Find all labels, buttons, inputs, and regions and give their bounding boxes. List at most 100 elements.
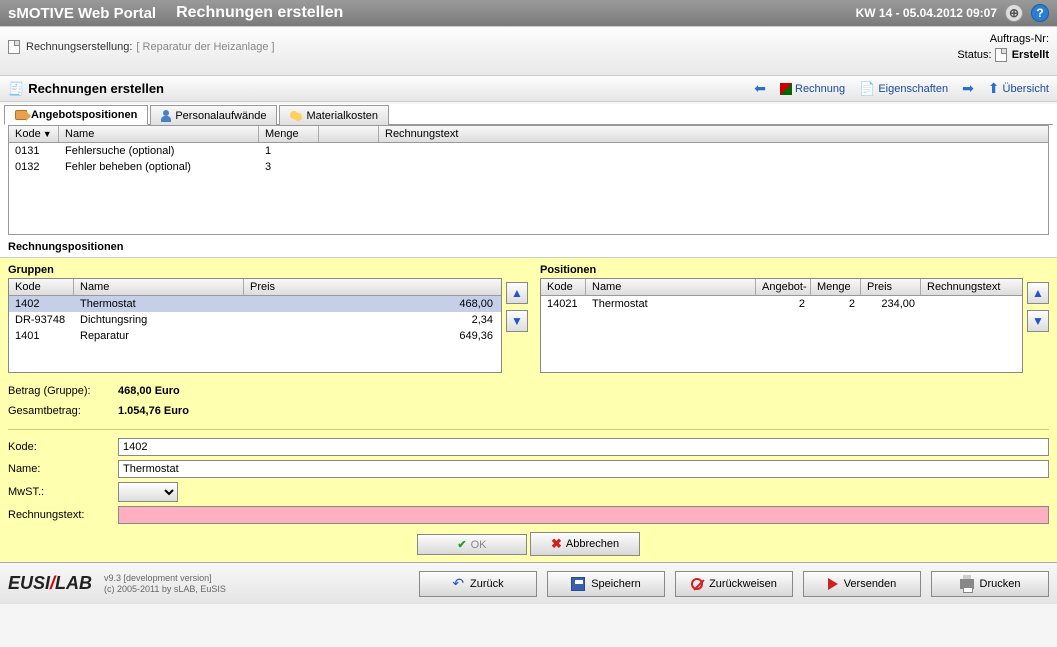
cell-kode: 1401 [9, 329, 74, 343]
total-amount-label: Gesamtbetrag: [8, 401, 118, 421]
cell-blank [319, 144, 379, 158]
help-icon[interactable]: ? [1031, 4, 1049, 22]
globe-icon[interactable]: ⊕ [1005, 4, 1023, 22]
col-blank[interactable] [319, 126, 379, 142]
action-invoice[interactable]: Rechnung [780, 83, 845, 95]
tab-material[interactable]: Materialkosten [279, 105, 389, 125]
triangle-up-icon: ▲ [1032, 286, 1044, 300]
cell-preis: 234,00 [861, 297, 921, 311]
arrow-up-icon: ⬆ [988, 80, 1000, 97]
back-button[interactable]: ↶Zurück [419, 571, 537, 597]
grp-col-kode[interactable]: Kode [9, 279, 74, 295]
grp-col-name[interactable]: Name [74, 279, 244, 295]
triangle-down-icon: ▼ [1032, 314, 1044, 328]
cell-angebot: 2 [756, 297, 811, 311]
group-move-up[interactable]: ▲ [506, 282, 528, 304]
form-text-input[interactable] [118, 506, 1049, 524]
form-name-input[interactable] [118, 460, 1049, 478]
footer-logo: EUSI/LAB [8, 573, 92, 594]
pos-col-preis[interactable]: Preis [861, 279, 921, 295]
arrow-right-icon: ➡ [962, 80, 974, 97]
nav-next[interactable]: ➡ [962, 80, 974, 97]
pos-move-down[interactable]: ▼ [1027, 310, 1049, 332]
document-icon [8, 40, 20, 54]
form-vat-label: MwST.: [8, 486, 118, 498]
gear-icon: 📄 [859, 81, 875, 97]
pos-col-kode[interactable]: Kode [541, 279, 586, 295]
grp-col-preis[interactable]: Preis [244, 279, 501, 295]
cell-menge: 2 [811, 297, 861, 311]
pos-col-menge[interactable]: Menge [811, 279, 861, 295]
pos-col-name[interactable]: Name [586, 279, 756, 295]
reject-button[interactable]: Zurückweisen [675, 571, 793, 597]
group-move-down[interactable]: ▼ [506, 310, 528, 332]
status-icon [995, 48, 1007, 62]
cell-blank [319, 160, 379, 174]
version-line2: (c) 2005-2011 by sLAB, EuSIS [104, 584, 226, 595]
tab-labor[interactable]: Personalaufwände [150, 105, 277, 125]
cell-kode: 0131 [9, 144, 59, 158]
nav-prev[interactable]: ⬅ [754, 80, 766, 97]
footer: EUSI/LAB v9.3 [development version] (c) … [0, 562, 1057, 604]
cell-preis: 2,34 [244, 313, 501, 327]
tab-offer-positions[interactable]: Angebotspositionen [4, 105, 148, 125]
reject-icon [691, 578, 703, 590]
ok-button[interactable]: ✔OK [417, 534, 527, 555]
table-row[interactable]: 0132Fehler beheben (optional)3 [9, 159, 1048, 175]
table-row[interactable]: DR-93748Dichtungsring2,34 [9, 312, 501, 328]
back-icon: ↶ [452, 575, 464, 592]
order-no-label: Auftrags-Nr: [990, 33, 1049, 45]
table-row[interactable]: 1401Reparatur649,36 [9, 328, 501, 344]
x-icon: ✖ [551, 536, 562, 552]
cell-name: Dichtungsring [74, 313, 244, 327]
cell-menge: 1 [259, 144, 319, 158]
send-icon [828, 578, 838, 590]
person-icon [161, 110, 171, 122]
cancel-button[interactable]: ✖Abbrechen [530, 532, 640, 556]
cell-name: Thermostat [74, 297, 244, 311]
col-text[interactable]: Rechnungstext [379, 126, 1048, 142]
invoice-icon: 🧾 [8, 81, 24, 97]
send-label: Versenden [844, 578, 897, 590]
app-title: sMOTIVE Web Portal [8, 5, 156, 22]
group-amount-value: 468,00 Euro [118, 385, 180, 397]
cell-kode: 0132 [9, 160, 59, 174]
page-title: Rechnungen erstellen [176, 4, 343, 22]
action-properties[interactable]: 📄Eigenschaften [859, 81, 948, 97]
form-kode-input[interactable] [118, 438, 1049, 456]
pos-move-up[interactable]: ▲ [1027, 282, 1049, 304]
offer-grid: Kode▼ Name Menge Rechnungstext 0131Fehle… [8, 125, 1049, 235]
send-button[interactable]: Versenden [803, 571, 921, 597]
total-amount-value: 1.054,76 Euro [118, 405, 189, 417]
pos-col-text[interactable]: Rechnungstext [921, 279, 1022, 295]
cell-name: Thermostat [586, 297, 756, 311]
table-row[interactable]: 14021Thermostat22234,00 [541, 296, 1022, 312]
table-row[interactable]: 1402Thermostat468,00 [9, 296, 501, 312]
form-vat-select[interactable] [118, 482, 178, 502]
breadcrumb-context: [ Reparatur der Heizanlage ] [136, 41, 274, 53]
table-row[interactable]: 0131Fehlersuche (optional)1 [9, 143, 1048, 159]
form-text-label: Rechnungstext: [8, 509, 118, 521]
coins-icon [290, 111, 302, 121]
col-name[interactable]: Name [59, 126, 259, 142]
positions-grid: Kode Name Angebot- Menge Preis Rechnungs… [540, 278, 1023, 373]
action-properties-label: Eigenschaften [878, 83, 948, 95]
action-overview[interactable]: ⬆Übersicht [988, 80, 1049, 97]
cell-preis: 649,36 [244, 329, 501, 343]
print-icon [960, 579, 974, 589]
triangle-up-icon: ▲ [511, 286, 523, 300]
tab-labor-label: Personalaufwände [175, 110, 266, 122]
check-icon: ✔ [457, 538, 466, 551]
pos-col-angebot[interactable]: Angebot- [756, 279, 811, 295]
reject-label: Zurückweisen [709, 578, 777, 590]
print-button[interactable]: Drucken [931, 571, 1049, 597]
col-kode[interactable]: Kode▼ [9, 126, 59, 142]
cell-kode: DR-93748 [9, 313, 74, 327]
cell-menge: 3 [259, 160, 319, 174]
save-button[interactable]: Speichern [547, 571, 665, 597]
cell-name: Fehler beheben (optional) [59, 160, 259, 174]
cell-name: Reparatur [74, 329, 244, 343]
form-name-label: Name: [8, 463, 118, 475]
save-icon [571, 577, 585, 591]
col-menge[interactable]: Menge [259, 126, 319, 142]
